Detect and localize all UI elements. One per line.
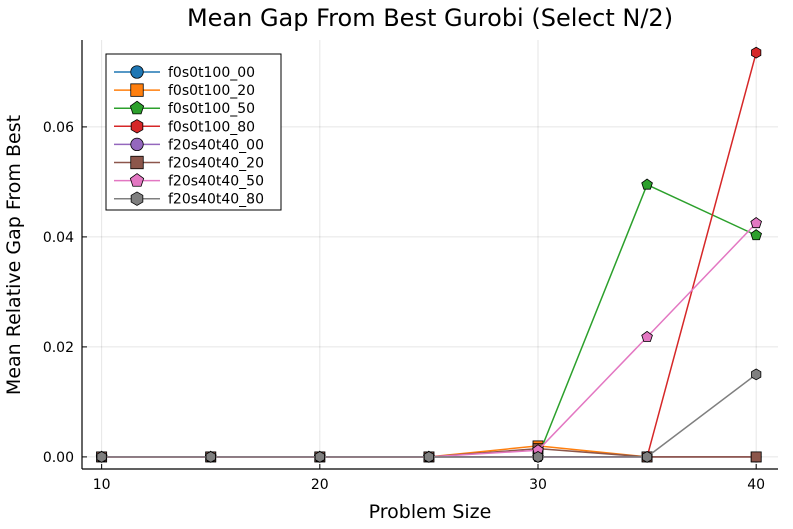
data-point [423,451,434,463]
y-axis-label: Mean Relative Gap From Best [3,115,25,395]
ticks: 10 20 30 40 0.00 0.02 0.04 0.06 [43,120,765,493]
legend-label: f20s40t40_00 [168,137,264,153]
legend-item: f0s0t100_00 [114,65,255,81]
legend-marker [130,137,144,152]
data-point [750,217,762,229]
legend-item: f0s0t100_80 [114,119,255,135]
legend-label: f0s0t100_80 [168,119,255,135]
legend-label: f20s40t40_50 [168,174,264,190]
legend-label: f0s0t100_00 [168,65,255,81]
data-point [641,330,653,342]
legend-marker [130,119,144,134]
legend-item: f0s0t100_20 [114,83,255,99]
y-tick-label: 0.04 [43,230,74,246]
x-tick-label: 20 [311,477,329,493]
data-point [642,451,653,463]
legend-marker [130,65,144,79]
data-point [96,451,107,463]
y-tick-label: 0.00 [43,450,74,466]
legend-label: f0s0t100_50 [168,101,255,117]
data-point [751,368,762,381]
data-point [641,178,653,190]
legend-item: f20s40t40_00 [114,137,264,153]
legend-label: f20s40t40_20 [168,156,264,172]
legend-marker [130,191,144,206]
legend-item: f0s0t100_50 [114,100,255,117]
legend-marker [130,83,144,97]
y-tick-label: 0.06 [43,120,74,136]
legend-label: f20s40t40_80 [168,192,264,208]
legend-marker [129,100,145,115]
legend-label: f0s0t100_20 [168,83,255,99]
data-point [532,451,544,463]
data-point [314,451,325,463]
x-tick-label: 10 [93,477,111,493]
x-axis-label: Problem Size [369,501,492,523]
legend: f0s0t100_00 f0s0t100_20 f0s0t100_50 f0s0t10… [105,53,282,211]
legend-item: f20s40t40_20 [114,156,264,172]
data-point [751,46,762,59]
legend-marker [129,173,145,187]
x-tick-label: 40 [747,477,765,493]
data-point [205,451,216,463]
y-tick-label: 0.02 [43,340,74,356]
series-layer [95,46,762,463]
data-point [750,451,762,463]
data-point [750,229,762,241]
x-tick-label: 30 [529,477,547,493]
chart-title: Mean Gap From Best Gurobi (Select N/2) [187,4,673,32]
series-f20s40t40_80 [96,368,762,463]
legend-item: f20s40t40_50 [114,173,264,190]
legend-marker [130,155,144,170]
axes [81,40,778,470]
legend-item: f20s40t40_80 [114,191,264,208]
